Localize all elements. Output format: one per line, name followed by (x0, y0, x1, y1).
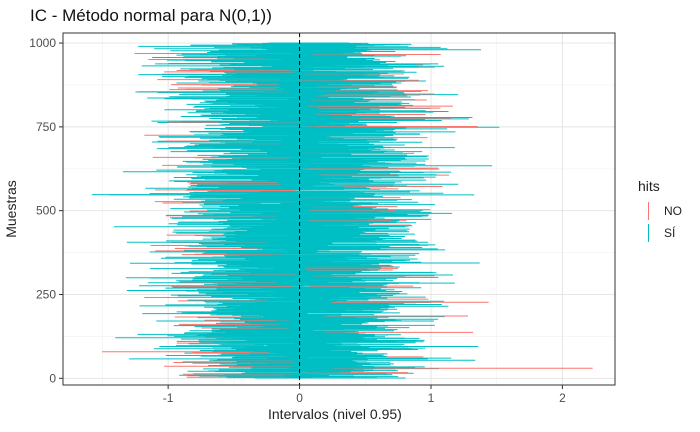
y-tick-label: 1000 (29, 36, 56, 50)
legend-swatch-si (648, 224, 650, 242)
y-axis-label: Muestras (3, 180, 19, 238)
y-tick-label: 750 (36, 120, 56, 134)
legend-title: hits (638, 178, 660, 194)
y-tick-label: 0 (49, 371, 56, 385)
legend-label-si: SÍ (664, 226, 676, 240)
plot-border (62, 32, 616, 386)
legend-item-no: NO (638, 200, 682, 222)
x-axis-label: Intervalos (nivel 0.95) (268, 406, 402, 422)
x-tick-label: 1 (428, 391, 435, 405)
legend-key-si (638, 222, 660, 244)
legend-item-si: SÍ (638, 222, 682, 244)
x-tick-label: 0 (296, 391, 303, 405)
x-tick-label: 2 (559, 391, 566, 405)
y-tick-label: 250 (36, 287, 56, 301)
legend-label-no: NO (664, 204, 682, 218)
x-tick-label: -1 (163, 391, 174, 405)
legend-swatch-no (648, 202, 650, 220)
legend-key-no (638, 200, 660, 222)
legend: hits NO SÍ (638, 178, 682, 244)
chart-title: IC - Método normal para N(0,1)) (30, 6, 272, 25)
y-tick-label: 500 (36, 204, 56, 218)
